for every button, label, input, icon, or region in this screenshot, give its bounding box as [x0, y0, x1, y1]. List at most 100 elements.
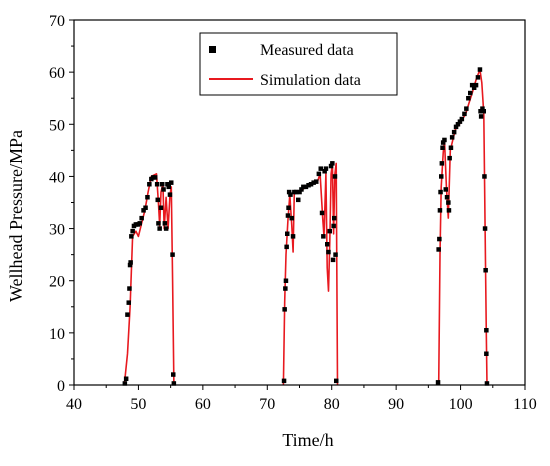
measured-data-point	[137, 221, 142, 226]
measured-data-point	[481, 109, 486, 114]
measured-data-point	[288, 192, 293, 197]
measured-data-point	[462, 111, 467, 117]
ticks-layer: 40 50 60 70 80 90 100 110 0 10 20 30 40 50 60 70	[49, 13, 537, 413]
measured-data-point	[478, 114, 484, 119]
measured-data-point	[145, 195, 150, 200]
x-tick-label: 70	[259, 396, 275, 413]
measured-data-point	[171, 372, 176, 377]
x-tick-label: 80	[324, 396, 340, 413]
legend-marker-measured	[209, 46, 216, 53]
measured-data-point	[285, 231, 290, 236]
measured-data-point	[483, 268, 488, 273]
measured-data-point	[122, 381, 128, 386]
measured-data-point	[322, 169, 327, 174]
measured-data-point	[443, 187, 448, 192]
data-layer	[122, 67, 490, 386]
measured-data-point	[165, 182, 170, 187]
measured-data-point	[127, 286, 132, 291]
y-tick-label: 0	[57, 378, 65, 395]
measured-data-point	[438, 189, 443, 195]
measured-data-point	[332, 215, 337, 221]
x-axis-title: Time/h	[282, 430, 333, 450]
y-tick-label: 20	[49, 274, 65, 291]
measured-data-point	[484, 351, 489, 356]
measured-data-point	[314, 179, 319, 184]
measured-data-point	[147, 182, 152, 187]
measured-data-point	[440, 145, 445, 150]
measured-data-point	[484, 328, 489, 333]
measured-data-point	[439, 174, 444, 179]
measured-data-point	[297, 189, 302, 195]
measured-data-point	[455, 122, 461, 127]
measured-data-point	[482, 226, 488, 231]
measured-data-point	[284, 244, 289, 250]
measured-data-point	[169, 180, 174, 185]
y-axis-title: Wellhead Pressure/MPa	[6, 130, 26, 302]
measured-data-point	[158, 205, 164, 210]
measured-data-point	[163, 226, 169, 231]
y-tick-label: 40	[49, 169, 65, 186]
measured-data-point	[436, 247, 441, 252]
measured-data-point	[327, 228, 332, 234]
measured-data-point	[442, 137, 447, 143]
measured-data-point	[437, 208, 443, 213]
measured-data-point	[308, 182, 314, 187]
measured-data-point	[286, 205, 291, 210]
measured-data-point	[167, 192, 173, 197]
measured-data-point	[139, 215, 144, 221]
measured-data-point	[330, 257, 336, 263]
measured-data-point	[319, 210, 325, 216]
y-tick-label: 70	[49, 13, 65, 30]
measured-data-point	[446, 200, 451, 205]
measured-data-point	[289, 215, 294, 221]
measured-data-point	[325, 242, 330, 247]
measured-data-point	[478, 109, 483, 114]
measured-data-point	[143, 205, 148, 210]
measured-data-point	[459, 116, 465, 122]
x-tick-label: 100	[449, 396, 473, 413]
measured-data-point	[448, 145, 454, 150]
measured-data-point	[155, 197, 160, 203]
measured-data-point	[447, 155, 452, 161]
x-tick-label: 110	[513, 396, 536, 413]
measured-data-point	[480, 106, 485, 111]
measured-data-point	[171, 381, 177, 386]
measured-data-point	[141, 208, 146, 213]
measured-data-point	[318, 166, 323, 171]
measured-data-point	[446, 208, 452, 213]
legend: Measured data Simulation data	[199, 32, 398, 96]
x-tick-label: 50	[130, 396, 146, 413]
measured-data-point	[166, 184, 171, 190]
measured-data-point	[281, 378, 287, 384]
measured-data-point	[170, 252, 175, 257]
x-tick-label: 90	[388, 396, 404, 413]
measured-data-point	[471, 85, 477, 90]
measured-data-point	[449, 135, 455, 140]
measured-data-point	[435, 380, 441, 385]
x-tick-label: 60	[195, 396, 211, 413]
measured-data-point	[444, 195, 450, 200]
measured-data-point	[321, 234, 326, 239]
measured-data-point	[286, 189, 292, 195]
measured-data-point	[328, 163, 334, 169]
measured-data-point	[333, 252, 338, 257]
measured-data-point	[283, 278, 289, 283]
measured-data-point	[125, 312, 130, 317]
measured-data-point	[326, 249, 331, 255]
measured-data-point	[451, 129, 457, 135]
measured-data-point	[301, 184, 306, 190]
y-tick-label: 10	[49, 326, 65, 343]
measured-data-point	[475, 75, 481, 80]
measured-data-point	[299, 187, 304, 192]
measured-data-point	[306, 183, 311, 188]
measured-data-point	[334, 378, 339, 384]
measured-data-point	[128, 260, 133, 265]
measured-data-point	[154, 182, 160, 187]
measured-data-point	[127, 262, 133, 268]
measured-data-point	[123, 376, 129, 381]
measured-data-point	[296, 197, 301, 203]
measured-data-point	[290, 234, 296, 239]
measured-data-point	[303, 184, 309, 190]
measured-data-point	[156, 221, 161, 226]
